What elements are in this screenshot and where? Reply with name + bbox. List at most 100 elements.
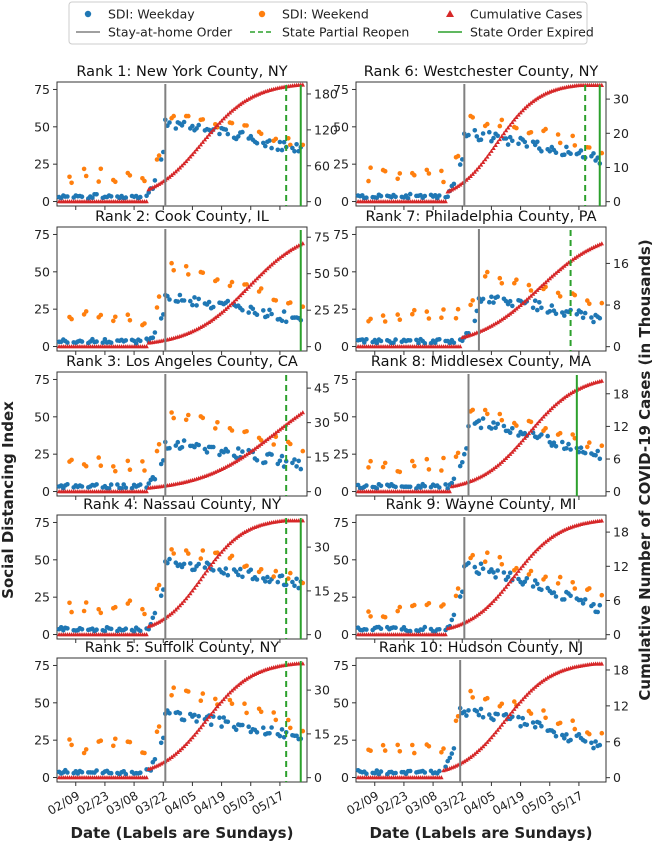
cumulative-case-point xyxy=(173,751,178,756)
sdi-weekday-point xyxy=(491,135,496,141)
sdi-tick-label: 0 xyxy=(341,770,349,785)
sdi-weekend-point xyxy=(366,465,371,470)
sdi-weekend-point xyxy=(470,695,476,700)
cumulative-case-point xyxy=(551,533,557,538)
sdi-weekend-point xyxy=(156,442,162,447)
cumulative-case-point xyxy=(528,428,534,433)
cumulative-case-point xyxy=(530,686,536,691)
sdi-weekday-point xyxy=(146,481,151,486)
cumulative-case-point xyxy=(279,425,285,430)
sdi-weekday-point xyxy=(240,129,245,135)
sdi-weekend-point xyxy=(410,742,415,748)
sdi-weekday-point xyxy=(597,456,603,462)
sdi-weekend-point xyxy=(397,171,403,176)
sdi-weekend-point xyxy=(514,125,519,131)
sdi-weekday-point xyxy=(462,709,467,714)
cases-tick-label: 0 xyxy=(314,770,322,785)
sdi-weekend-point xyxy=(555,290,561,296)
sdi-weekday-point xyxy=(123,771,129,777)
sdi-weekday-point xyxy=(472,564,478,570)
sdi-weekend-point xyxy=(424,167,430,173)
cumulative-case-point xyxy=(231,460,237,465)
cumulative-case-point xyxy=(211,127,216,132)
sdi-weekday-point xyxy=(263,460,268,465)
legend-sdi_weekend-label: SDI: Weekend xyxy=(282,7,369,22)
cumulative-case-point xyxy=(470,171,475,176)
sdi-weekday-point xyxy=(138,194,143,200)
sdi-tick-label: 0 xyxy=(341,484,349,499)
sdi-weekend-point xyxy=(512,699,517,704)
cumulative-case-point xyxy=(476,747,482,753)
sdi-weekday-point xyxy=(152,610,158,616)
sdi-weekday-point xyxy=(449,617,455,623)
sdi-weekend-point xyxy=(125,312,131,318)
cases-tick-label: 15 xyxy=(314,583,330,598)
sdi-weekend-point xyxy=(186,272,191,277)
sdi-weekend-point xyxy=(229,553,235,559)
cumulative-case-point xyxy=(476,611,482,616)
cases-tick-label: 6 xyxy=(613,593,621,608)
sdi-weekday-point xyxy=(489,426,494,431)
sdi-weekend-point xyxy=(229,120,235,126)
sdi-tick-label: 0 xyxy=(341,627,349,642)
sdi-weekday-point xyxy=(267,731,272,736)
sdi-weekend-point xyxy=(271,710,277,715)
cumulative-case-point xyxy=(254,444,260,449)
cumulative-case-point xyxy=(221,308,226,313)
cumulative-case-point xyxy=(524,558,529,563)
sdi-weekend-point xyxy=(412,602,417,608)
cumulative-case-point xyxy=(154,620,160,625)
sdi-weekday-point xyxy=(393,484,398,490)
cumulative-case-point xyxy=(219,118,224,123)
sdi-weekend-point xyxy=(244,429,249,434)
sdi-tick-label: 50 xyxy=(34,552,50,567)
sdi-weekday-point xyxy=(190,123,195,129)
cumulative-case-point xyxy=(530,551,536,556)
sdi-weekend-point xyxy=(154,305,160,310)
cumulative-case-point xyxy=(530,291,536,296)
sdi-weekend-point xyxy=(514,565,519,571)
cumulative-case-point xyxy=(533,423,538,428)
cumulative-case-point xyxy=(462,759,467,764)
cumulative-case-point xyxy=(240,531,245,536)
sdi-tick-label: 75 xyxy=(333,227,349,242)
sdi-weekday-point xyxy=(589,315,594,320)
sdi-weekend-point xyxy=(528,568,534,574)
sdi-weekend-point xyxy=(382,614,388,620)
sdi-tick-label: 0 xyxy=(42,484,50,499)
cumulative-case-point xyxy=(524,297,529,302)
sdi-weekday-point xyxy=(378,769,384,774)
sdi-weekday-point xyxy=(491,300,496,305)
legend-stay_at_home-label: Stay-at-home Order xyxy=(108,25,233,40)
cumulative-case-point xyxy=(234,684,239,689)
sdi-weekday-point xyxy=(501,423,507,429)
y-axis-label-left: Social Distancing Index xyxy=(0,401,17,599)
cumulative-case-point xyxy=(159,618,164,623)
sdi-weekend-point xyxy=(439,168,444,174)
panel-frame xyxy=(355,514,607,640)
cumulative-case-point xyxy=(229,461,235,466)
x-tick-label: 04/05 xyxy=(461,788,498,817)
cumulative-case-point xyxy=(217,701,222,706)
sdi-weekend-point xyxy=(140,459,145,464)
sdi-weekend-point xyxy=(482,274,488,279)
sdi-weekday-point xyxy=(167,297,172,302)
sdi-weekday-point xyxy=(564,144,569,150)
sdi-tick-label: 50 xyxy=(333,695,349,710)
cumulative-case-point xyxy=(587,247,592,252)
sdi-tick-label: 0 xyxy=(42,627,50,642)
sdi-weekend-point xyxy=(154,729,160,734)
cumulative-case-point xyxy=(236,103,241,108)
sdi-tick-label: 50 xyxy=(34,264,50,279)
sdi-weekend-point xyxy=(395,176,401,182)
cumulative-case-point xyxy=(159,761,164,766)
sdi-weekday-point xyxy=(152,330,158,335)
sdi-weekday-point xyxy=(106,486,112,491)
sdi-weekend-point xyxy=(557,720,563,726)
sdi-weekday-point xyxy=(158,740,164,746)
cumulative-case-point xyxy=(221,465,226,470)
cumulative-case-point xyxy=(234,105,239,110)
sdi-weekday-point xyxy=(393,770,398,776)
sdi-weekend-point xyxy=(271,574,277,579)
sdi-weekend-point xyxy=(125,458,131,464)
